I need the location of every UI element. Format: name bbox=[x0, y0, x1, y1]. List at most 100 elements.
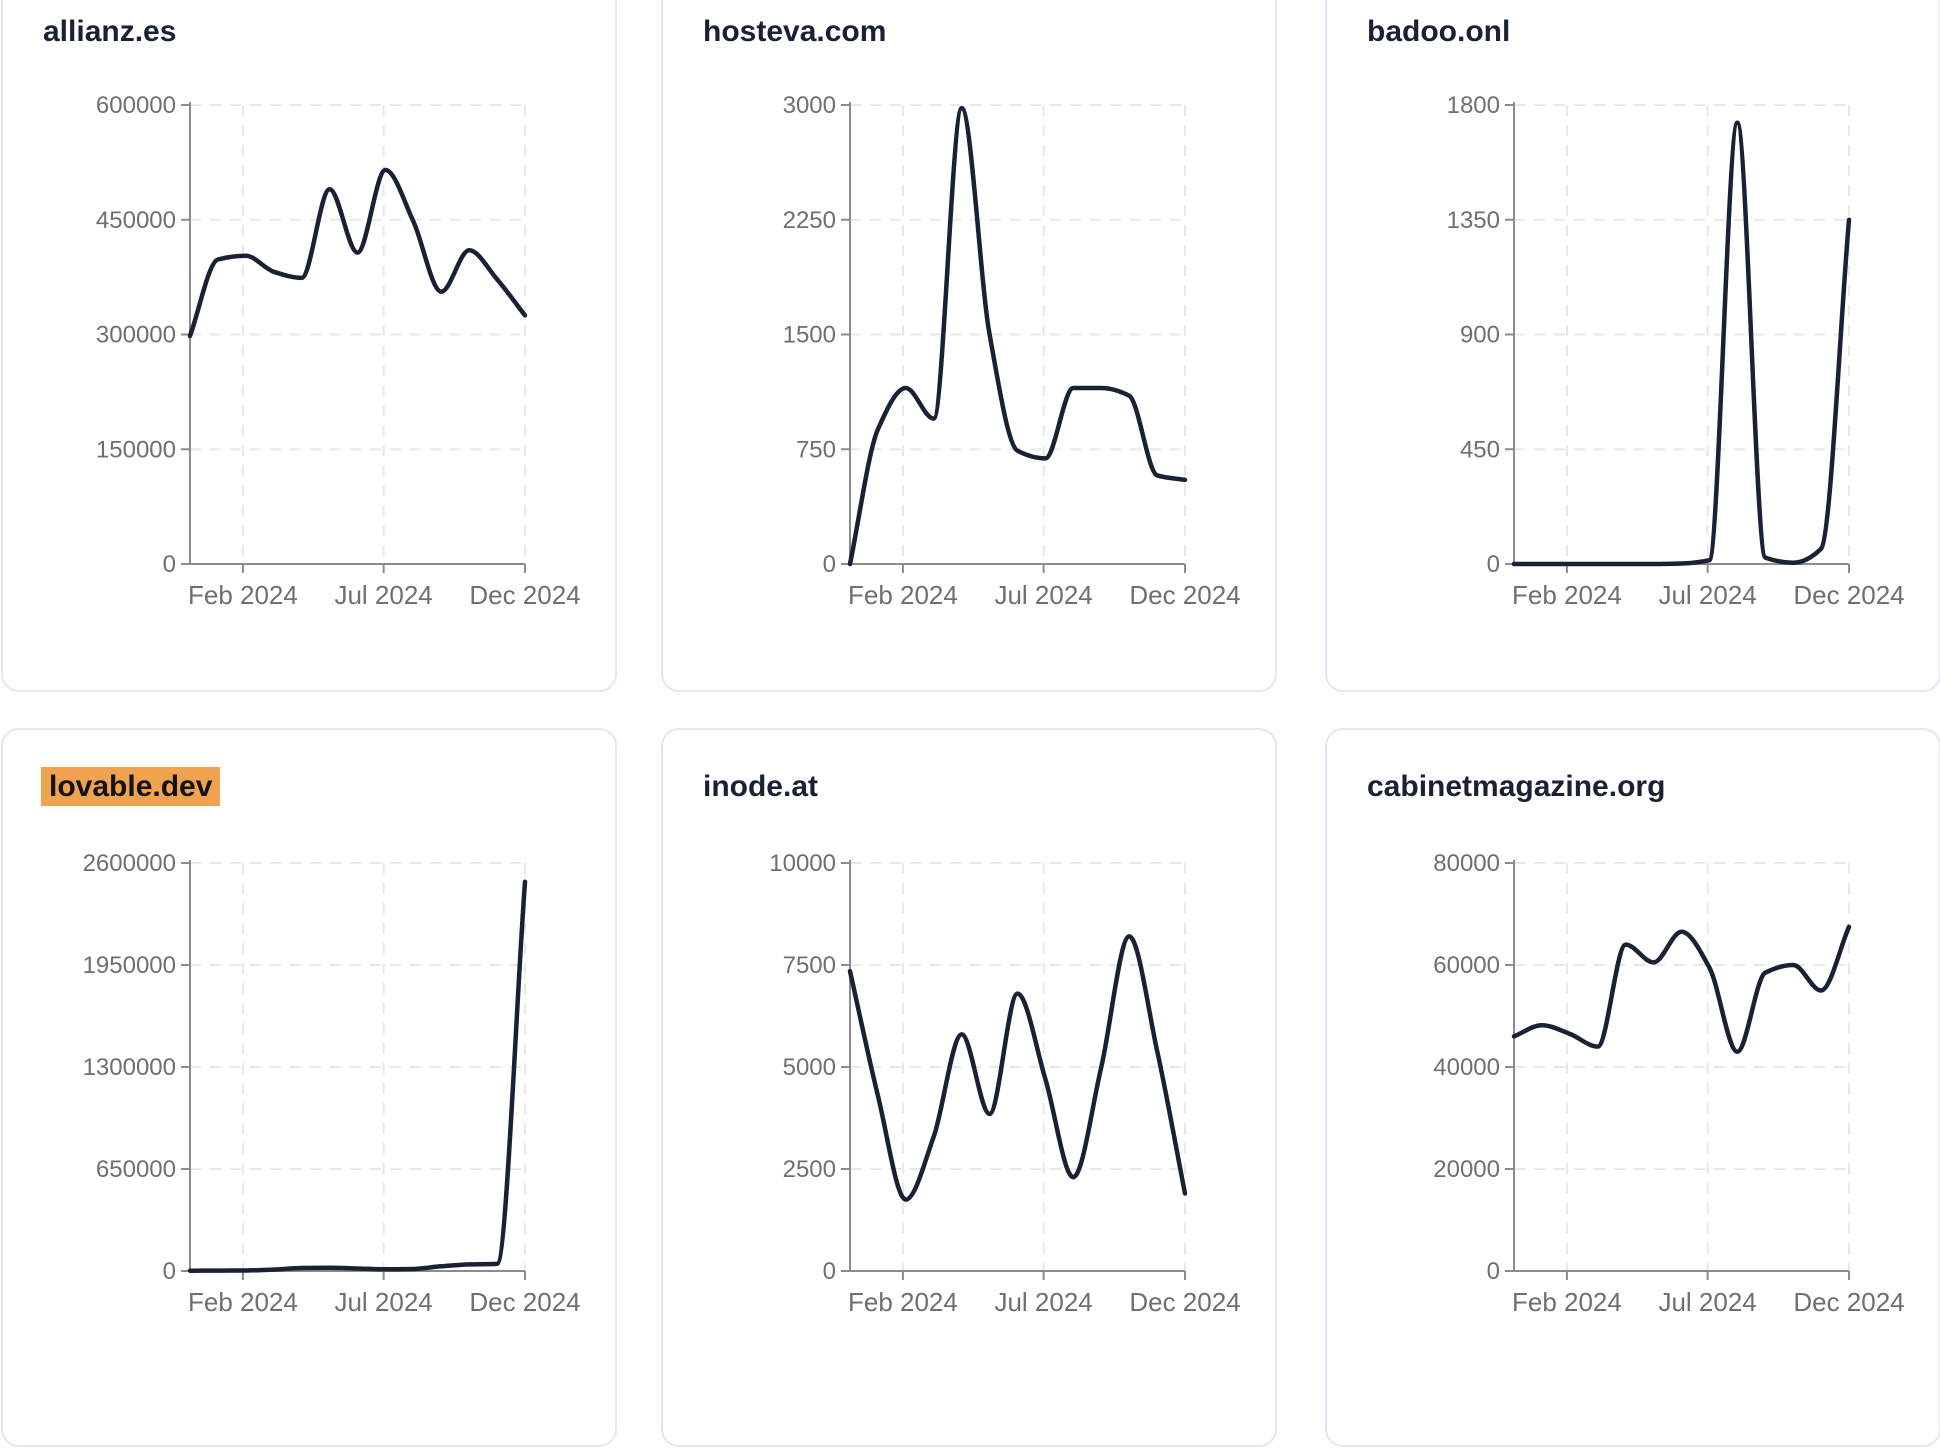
y-tick-label: 0 bbox=[1487, 551, 1500, 578]
gridlines bbox=[850, 862, 1186, 1271]
y-tick-label: 0 bbox=[823, 1258, 836, 1285]
chart-card[interactable]: hosteva.com 0 750 1500 2250 3000 Feb 2024 Jul … bbox=[661, 0, 1277, 692]
y-tick-label: 1800 bbox=[1447, 92, 1500, 119]
x-tick-label: Dec 2024 bbox=[469, 580, 580, 610]
chart-card[interactable]: badoo.onl 0 450 900 1350 1800 Feb 2024 Jul 202… bbox=[1325, 0, 1940, 692]
y-tick-label: 0 bbox=[163, 551, 176, 578]
x-axis-labels: Feb 2024 Jul 2024 Dec 2024 bbox=[848, 1287, 1241, 1317]
x-tick-label: Jul 2024 bbox=[994, 1287, 1092, 1317]
y-tick-label: 2600000 bbox=[83, 850, 176, 877]
y-tick-label: 40000 bbox=[1433, 1054, 1500, 1081]
y-axis-labels: 0 450 900 1350 1800 bbox=[1447, 92, 1500, 578]
chart-title: inode.at bbox=[703, 770, 818, 804]
y-tick-label: 60000 bbox=[1433, 952, 1500, 979]
y-tick-label: 7500 bbox=[783, 952, 836, 979]
gridlines bbox=[1514, 104, 1850, 564]
traffic-line bbox=[187, 167, 528, 339]
x-axis-labels: Feb 2024 Jul 2024 Dec 2024 bbox=[1512, 580, 1905, 610]
y-tick-label: 600000 bbox=[96, 92, 176, 119]
traffic-chart: 0 650000 1300000 1950000 2600000 Feb 2024 Jul … bbox=[83, 850, 581, 1317]
axes bbox=[181, 860, 526, 1280]
y-tick-label: 900 bbox=[1460, 322, 1500, 349]
traffic-line bbox=[847, 934, 1188, 1202]
chart-title: cabinetmagazine.org bbox=[1367, 770, 1665, 804]
axes bbox=[841, 102, 1186, 573]
gridlines bbox=[190, 104, 526, 564]
x-axis-labels: Feb 2024 Jul 2024 Dec 2024 bbox=[1512, 1287, 1905, 1317]
y-tick-label: 20000 bbox=[1433, 1156, 1500, 1183]
x-tick-label: Dec 2024 bbox=[1129, 1287, 1240, 1317]
chart-title: badoo.onl bbox=[1367, 15, 1510, 49]
y-axis-labels: 0 2500 5000 7500 10000 bbox=[769, 850, 836, 1285]
traffic-chart: 0 150000 300000 450000 600000 Feb 2024 Jul 202… bbox=[96, 92, 581, 610]
y-tick-label: 650000 bbox=[96, 1156, 176, 1183]
chart-title: lovable.dev bbox=[41, 767, 221, 806]
y-axis-labels: 0 150000 300000 450000 600000 bbox=[96, 92, 176, 578]
traffic-chart: 0 750 1500 2250 3000 Feb 2024 Jul 2024 Dec 2024 bbox=[783, 92, 1241, 610]
x-tick-label: Jul 2024 bbox=[1658, 1287, 1756, 1317]
x-tick-label: Feb 2024 bbox=[1512, 1287, 1622, 1317]
chart-card[interactable]: allianz.es 0 150000 300000 450000 600000 Feb … bbox=[1, 0, 617, 692]
chart-title: allianz.es bbox=[43, 15, 176, 49]
y-axis-labels: 0 20000 40000 60000 80000 bbox=[1433, 850, 1500, 1285]
traffic-chart: 0 20000 40000 60000 80000 Feb 2024 Jul 2024 Dec… bbox=[1433, 850, 1905, 1317]
y-tick-label: 10000 bbox=[769, 850, 836, 877]
chart-title-text: badoo.onl bbox=[1367, 15, 1511, 48]
x-tick-label: Dec 2024 bbox=[1793, 1287, 1904, 1317]
x-tick-label: Feb 2024 bbox=[188, 1287, 298, 1317]
x-axis-labels: Feb 2024 Jul 2024 Dec 2024 bbox=[188, 580, 581, 610]
y-axis-labels: 0 750 1500 2250 3000 bbox=[783, 92, 836, 578]
traffic-line bbox=[187, 879, 528, 1273]
y-tick-label: 150000 bbox=[96, 436, 176, 463]
y-tick-label: 2500 bbox=[783, 1156, 836, 1183]
x-tick-label: Dec 2024 bbox=[1129, 580, 1240, 610]
y-tick-label: 3000 bbox=[783, 92, 836, 119]
traffic-chart: 0 450 900 1350 1800 Feb 2024 Jul 2024 Dec 2024 bbox=[1447, 92, 1905, 610]
axes bbox=[841, 860, 1186, 1280]
y-tick-label: 0 bbox=[163, 1258, 176, 1285]
x-tick-label: Feb 2024 bbox=[848, 580, 958, 610]
x-tick-label: Jul 2024 bbox=[994, 580, 1092, 610]
y-tick-label: 450000 bbox=[96, 207, 176, 234]
y-tick-label: 0 bbox=[1487, 1258, 1500, 1285]
chart-card[interactable]: lovable.dev 0 650000 1300000 1950000 2600000… bbox=[1, 728, 617, 1447]
gridlines bbox=[850, 104, 1186, 564]
x-tick-label: Feb 2024 bbox=[1512, 580, 1622, 610]
traffic-chart: 0 2500 5000 7500 10000 Feb 2024 Jul 2024 Dec 20… bbox=[769, 850, 1241, 1317]
x-tick-label: Jul 2024 bbox=[334, 1287, 432, 1317]
chart-title-text: hosteva.com bbox=[703, 15, 887, 48]
gridlines bbox=[190, 862, 526, 1271]
x-tick-label: Dec 2024 bbox=[1793, 580, 1904, 610]
x-axis-labels: Feb 2024 Jul 2024 Dec 2024 bbox=[848, 580, 1241, 610]
x-tick-label: Jul 2024 bbox=[1658, 580, 1756, 610]
chart-title: hosteva.com bbox=[703, 15, 886, 49]
traffic-line bbox=[847, 105, 1188, 567]
y-tick-label: 750 bbox=[796, 436, 836, 463]
y-tick-label: 300000 bbox=[96, 322, 176, 349]
y-tick-label: 450 bbox=[1460, 436, 1500, 463]
x-tick-label: Feb 2024 bbox=[848, 1287, 958, 1317]
chart-title-text: cabinetmagazine.org bbox=[1367, 770, 1666, 803]
x-axis-labels: Feb 2024 Jul 2024 Dec 2024 bbox=[188, 1287, 581, 1317]
y-tick-label: 1500 bbox=[783, 322, 836, 349]
chart-title-text: allianz.es bbox=[43, 15, 177, 48]
x-tick-label: Jul 2024 bbox=[334, 580, 432, 610]
x-tick-label: Feb 2024 bbox=[188, 580, 298, 610]
axes bbox=[181, 102, 526, 573]
y-tick-label: 0 bbox=[823, 551, 836, 578]
axes bbox=[1505, 102, 1850, 573]
y-axis-labels: 0 650000 1300000 1950000 2600000 bbox=[83, 850, 176, 1285]
y-tick-label: 2250 bbox=[783, 207, 836, 234]
y-tick-label: 80000 bbox=[1433, 850, 1500, 877]
chart-card[interactable]: inode.at 0 2500 5000 7500 10000 Feb 2024 Jul 2… bbox=[661, 728, 1277, 1447]
x-tick-label: Dec 2024 bbox=[469, 1287, 580, 1317]
gridlines bbox=[1514, 862, 1850, 1271]
chart-card[interactable]: cabinetmagazine.org 0 20000 40000 60000 8000… bbox=[1325, 728, 1940, 1447]
traffic-line bbox=[1511, 924, 1852, 1054]
axes bbox=[1505, 860, 1850, 1280]
y-tick-label: 1300000 bbox=[83, 1054, 176, 1081]
chart-title-text: lovable.dev bbox=[41, 767, 221, 806]
y-tick-label: 1950000 bbox=[83, 952, 176, 979]
y-tick-label: 1350 bbox=[1447, 207, 1500, 234]
y-tick-label: 5000 bbox=[783, 1054, 836, 1081]
